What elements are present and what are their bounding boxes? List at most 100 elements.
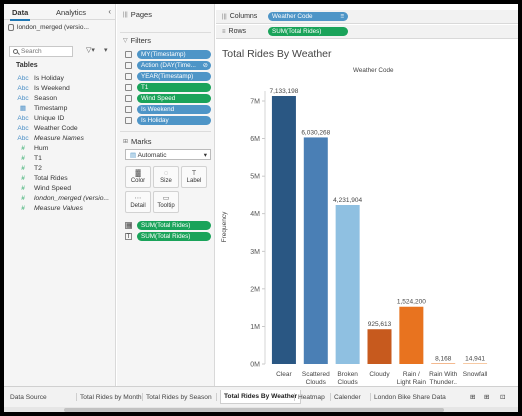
tab-analytics[interactable]: Analytics	[56, 8, 87, 17]
y-tick-label: 4M	[250, 211, 260, 218]
tab-separator	[294, 393, 295, 401]
filter-pill[interactable]: Wind Speed	[137, 94, 211, 103]
marks-type-dropdown[interactable]: ▤ Automatic ▾	[125, 149, 211, 160]
field-item[interactable]: Abc Season	[16, 93, 114, 103]
sheet-tab[interactable]: ⊞	[484, 394, 490, 401]
marks-pill-label: SUM(Total Rides)	[141, 222, 191, 229]
marks-tooltip-button[interactable]: ▭ Tooltip	[153, 191, 179, 213]
field-item[interactable]: Abc Measure Names	[16, 133, 114, 143]
x-category-label: Thunder..	[429, 379, 457, 386]
filter-pill[interactable]: YEAR(Timestamp)	[137, 72, 211, 81]
x-category-label: Light Rain	[397, 379, 427, 386]
bar[interactable]	[335, 205, 360, 364]
pages-icon: |||	[123, 11, 128, 18]
sheet-tab[interactable]: Calender	[334, 393, 361, 401]
columns-pill-label: Weather Code	[272, 13, 313, 20]
fields-menu-icon[interactable]: ▾	[104, 47, 108, 54]
rows-pill-total-rides[interactable]: SUM(Total Rides)	[268, 27, 348, 36]
filter-pill[interactable]: MY(Timestamp)	[137, 50, 211, 59]
color-encoding-icon: ▦	[125, 222, 132, 229]
filter-card-icon	[125, 106, 132, 113]
filter-fields-icon[interactable]: ▽▾	[86, 47, 95, 54]
marks-color-button[interactable]: ▓ Color	[125, 166, 151, 188]
x-category-label: Cloudy	[369, 371, 390, 378]
field-item[interactable]: # Hum	[16, 143, 114, 153]
marks-card-title: ⊞ Marks	[123, 137, 151, 146]
field-item[interactable]: # Wind Speed	[16, 183, 114, 193]
tab-separator	[76, 393, 77, 401]
bar-value-label: 925,613	[368, 321, 392, 328]
dimension-icon: Abc	[17, 74, 29, 82]
filters-label: Filters	[130, 36, 152, 45]
bar[interactable]	[431, 363, 456, 365]
field-list: Abc Is Holiday Abc Is Weekend Abc Season ▦ Time…	[16, 73, 114, 213]
field-item[interactable]: # london_merged (versio...	[16, 193, 114, 203]
field-item[interactable]: # Measure Values	[16, 203, 114, 213]
column-header-caption: Weather Code	[353, 67, 394, 74]
field-item[interactable]: Abc Is Holiday	[16, 73, 114, 83]
bar[interactable]	[271, 95, 296, 365]
marks-type-label: Automatic	[137, 151, 167, 159]
field-label: Unique ID	[34, 114, 65, 122]
tooltip-icon: ▭	[162, 195, 170, 202]
field-item[interactable]: Abc Is Weekend	[16, 83, 114, 93]
scrollbar-thumb[interactable]	[64, 408, 444, 412]
bar-value-label: 6,030,268	[301, 129, 330, 136]
filter-pill[interactable]: Is Holiday	[137, 116, 211, 125]
sheet-tab[interactable]: Total Rides by Season	[146, 393, 212, 401]
marks-label-button[interactable]: T Label	[181, 166, 207, 188]
field-label: Weather Code	[34, 124, 78, 132]
filter-pill[interactable]: Action (DAY(Time... ⊘	[137, 61, 211, 70]
field-item[interactable]: Abc Weather Code	[16, 123, 114, 133]
filter-pill[interactable]: T1	[137, 83, 211, 92]
dimension-icon: Abc	[17, 94, 29, 102]
bar[interactable]	[399, 306, 424, 364]
bar[interactable]	[303, 137, 328, 364]
pages-label: Pages	[130, 10, 152, 19]
field-item[interactable]: # Total Rides	[16, 173, 114, 183]
mark-btn-label: Detail	[130, 203, 146, 209]
mark-btn-label: Size	[160, 178, 172, 184]
filter-pill-label: T1	[141, 84, 149, 91]
sheet-tab[interactable]: Total Rides By Weather	[220, 390, 302, 404]
collapse-pane-icon[interactable]: ‹	[108, 7, 111, 16]
filter-pill-label: YEAR(Timestamp)	[141, 73, 194, 80]
filter-card-icon	[125, 117, 132, 124]
measure-icon: #	[21, 164, 25, 172]
field-item[interactable]: # T2	[16, 163, 114, 173]
sheet-tab[interactable]: ⊞	[470, 394, 476, 401]
sheet-tab[interactable]: Total Rides by Month	[80, 393, 142, 401]
marks-pill[interactable]: SUM(Total Rides)	[137, 232, 211, 241]
tab-data[interactable]: Data	[9, 8, 31, 21]
bar[interactable]	[367, 329, 392, 364]
tab-separator	[330, 393, 331, 401]
sheet-tab[interactable]: London Bike Share Data	[374, 393, 446, 401]
y-axis-title: Frequency	[221, 211, 228, 242]
search-field[interactable]	[9, 46, 73, 57]
search-icon	[13, 49, 18, 54]
bar[interactable]	[463, 363, 488, 364]
datasource-item[interactable]: london_merged (versio...	[8, 24, 89, 31]
columns-pill-weather-code[interactable]: Weather Code ≡	[268, 12, 348, 21]
field-label: Hum	[34, 144, 49, 152]
filter-pill[interactable]: Is Weekend	[137, 105, 211, 114]
field-item[interactable]: # T1	[16, 153, 114, 163]
rows-shelf-label: ≡ Rows	[222, 28, 246, 35]
marks-size-button[interactable]: ◌ Size	[153, 166, 179, 188]
x-category-label: Clouds	[338, 379, 359, 386]
filter-pill-label: Is Weekend	[141, 106, 175, 113]
marks-detail-button[interactable]: ⋯ Detail	[125, 191, 151, 213]
filter-card-icon	[125, 73, 132, 80]
pane-tabs: Data Analytics ‹	[4, 4, 115, 21]
sheet-tab[interactable]: ⊡	[500, 394, 506, 401]
field-label: T1	[34, 154, 42, 162]
search-input[interactable]	[21, 48, 71, 55]
measure-icon: #	[21, 174, 25, 182]
filter-pill-label: Action (DAY(Time...	[141, 62, 196, 69]
field-item[interactable]: ▦ Timestamp	[16, 103, 114, 113]
sheet-tab[interactable]: Heatmap	[298, 393, 325, 401]
field-item[interactable]: Abc Unique ID	[16, 113, 114, 123]
tab-separator	[142, 393, 143, 401]
sheet-tab[interactable]: Data Source	[10, 393, 47, 401]
marks-pill[interactable]: SUM(Total Rides)	[137, 221, 211, 230]
